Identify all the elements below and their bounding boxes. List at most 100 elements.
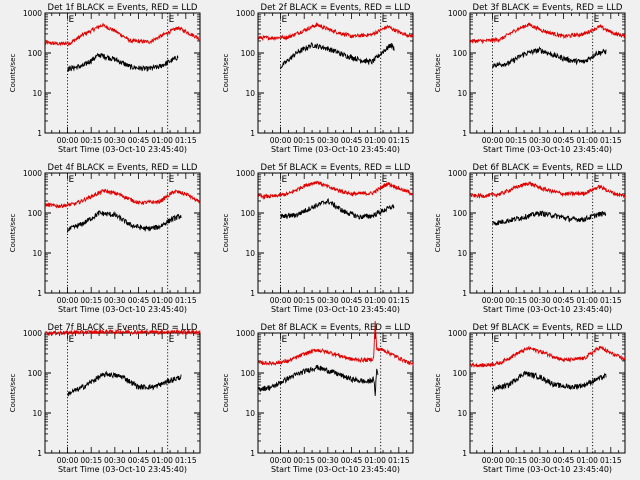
y-tick-label: 1 <box>462 449 467 458</box>
x-tick-label: 00:30 <box>317 456 339 465</box>
x-tick-label: 00:45 <box>128 296 150 305</box>
y-axis-label: Counts/sec <box>434 54 442 93</box>
event-marker-label: E <box>494 15 500 25</box>
x-tick-label: 00:15 <box>293 456 315 465</box>
y-tick-label: 100 <box>241 209 256 218</box>
x-axis-label: Start Time (03-Oct-10 23:45:40) <box>483 145 612 154</box>
y-tick-label: 10 <box>245 409 255 418</box>
y-axis-label: Counts/sec <box>9 374 17 413</box>
lld-series <box>470 345 626 369</box>
x-tick-label: 00:00 <box>482 136 504 145</box>
events-series <box>67 210 182 233</box>
x-tick-label: 00:00 <box>270 136 292 145</box>
x-tick-label: 00:15 <box>505 136 527 145</box>
y-tick-label: 100 <box>241 369 256 378</box>
event-marker-label: E <box>494 335 500 345</box>
x-tick-label: 00:45 <box>553 456 575 465</box>
x-tick-label: 00:30 <box>104 136 126 145</box>
y-tick-label: 1 <box>37 129 42 138</box>
lld-series <box>258 321 414 367</box>
panel-title: Det 1f BLACK = Events, RED = LLD <box>48 3 198 13</box>
y-axis-label: Counts/sec <box>222 374 230 413</box>
event-marker-label: E <box>594 335 600 345</box>
x-tick-label: 00:15 <box>80 136 102 145</box>
y-tick-label: 10 <box>457 89 467 98</box>
x-tick-label: 00:45 <box>341 296 363 305</box>
events-series <box>492 46 607 68</box>
y-tick-label: 1 <box>250 449 255 458</box>
y-tick-label: 1 <box>462 289 467 298</box>
x-tick-label: 00:00 <box>57 296 79 305</box>
y-tick-label: 100 <box>453 369 468 378</box>
x-tick-label: 01:00 <box>151 136 173 145</box>
x-tick-label: 00:00 <box>57 136 79 145</box>
x-tick-label: 01:15 <box>175 136 197 145</box>
events-series <box>280 42 395 70</box>
panel-title: Det 2f BLACK = Events, RED = LLD <box>261 3 411 13</box>
x-tick-label: 01:15 <box>388 136 410 145</box>
x-tick-label: 00:30 <box>529 136 551 145</box>
event-marker-label: E <box>282 15 288 25</box>
y-tick-label: 1000 <box>236 329 255 338</box>
event-marker-label: E <box>282 175 288 185</box>
y-tick-label: 10 <box>32 89 42 98</box>
x-axis-label: Start Time (03-Oct-10 23:45:40) <box>58 145 187 154</box>
axes-frame <box>257 172 414 294</box>
lld-series <box>470 181 626 200</box>
event-marker-label: E <box>594 15 600 25</box>
y-axis-label: Counts/sec <box>9 54 17 93</box>
events-series <box>258 364 379 397</box>
panel-title: Det 8f BLACK = Events, RED = LLD <box>261 323 411 333</box>
x-axis-label: Start Time (03-Oct-10 23:45:40) <box>483 465 612 474</box>
axes-frame <box>257 332 414 454</box>
x-tick-label: 01:00 <box>364 456 386 465</box>
y-tick-label: 100 <box>28 369 43 378</box>
y-axis-label: Counts/sec <box>434 214 442 253</box>
event-marker-label: E <box>494 175 500 185</box>
y-tick-label: 1000 <box>23 329 42 338</box>
y-tick-label: 10 <box>32 409 42 418</box>
event-marker-label: E <box>169 335 175 345</box>
y-tick-label: 10 <box>245 249 255 258</box>
panel-title: Det 5f BLACK = Events, RED = LLD <box>261 163 411 173</box>
panel-det-7: Det 7f BLACK = Events, RED = LLD Counts/s… <box>9 323 201 474</box>
x-axis-label: Start Time (03-Oct-10 23:45:40) <box>58 305 187 314</box>
y-axis-label: Counts/sec <box>434 374 442 413</box>
x-tick-label: 01:00 <box>576 296 598 305</box>
x-tick-label: 00:45 <box>553 136 575 145</box>
y-tick-label: 1000 <box>236 169 255 178</box>
y-tick-label: 1 <box>250 129 255 138</box>
panel-det-5: Det 5f BLACK = Events, RED = LLD Counts/s… <box>222 163 414 314</box>
lld-series <box>258 180 414 200</box>
event-marker-label: E <box>69 335 75 345</box>
x-tick-label: 00:45 <box>128 136 150 145</box>
y-tick-label: 100 <box>241 49 256 58</box>
axes-frame <box>44 12 201 134</box>
y-axis-label: Counts/sec <box>9 214 17 253</box>
x-tick-label: 00:45 <box>341 136 363 145</box>
y-tick-label: 10 <box>245 89 255 98</box>
event-marker-label: E <box>382 15 388 25</box>
y-tick-label: 100 <box>28 209 43 218</box>
x-tick-label: 00:30 <box>317 296 339 305</box>
x-tick-label: 01:15 <box>175 296 197 305</box>
x-tick-label: 00:45 <box>553 296 575 305</box>
x-tick-label: 01:00 <box>364 136 386 145</box>
x-tick-label: 00:00 <box>270 456 292 465</box>
y-tick-label: 1 <box>37 289 42 298</box>
y-tick-label: 10 <box>457 409 467 418</box>
x-tick-label: 00:00 <box>270 296 292 305</box>
y-tick-label: 100 <box>453 209 468 218</box>
x-tick-label: 01:00 <box>576 136 598 145</box>
x-tick-label: 00:45 <box>128 456 150 465</box>
lld-series <box>258 21 414 42</box>
panel-det-3: Det 3f BLACK = Events, RED = LLD Counts/s… <box>434 3 626 154</box>
panel-det-2: Det 2f BLACK = Events, RED = LLD Counts/s… <box>222 3 414 154</box>
y-tick-label: 1 <box>250 289 255 298</box>
event-marker-label: E <box>169 15 175 25</box>
x-tick-label: 01:00 <box>151 456 173 465</box>
y-tick-label: 1000 <box>448 9 467 18</box>
y-axis-label: Counts/sec <box>222 54 230 93</box>
lld-series <box>45 22 200 47</box>
